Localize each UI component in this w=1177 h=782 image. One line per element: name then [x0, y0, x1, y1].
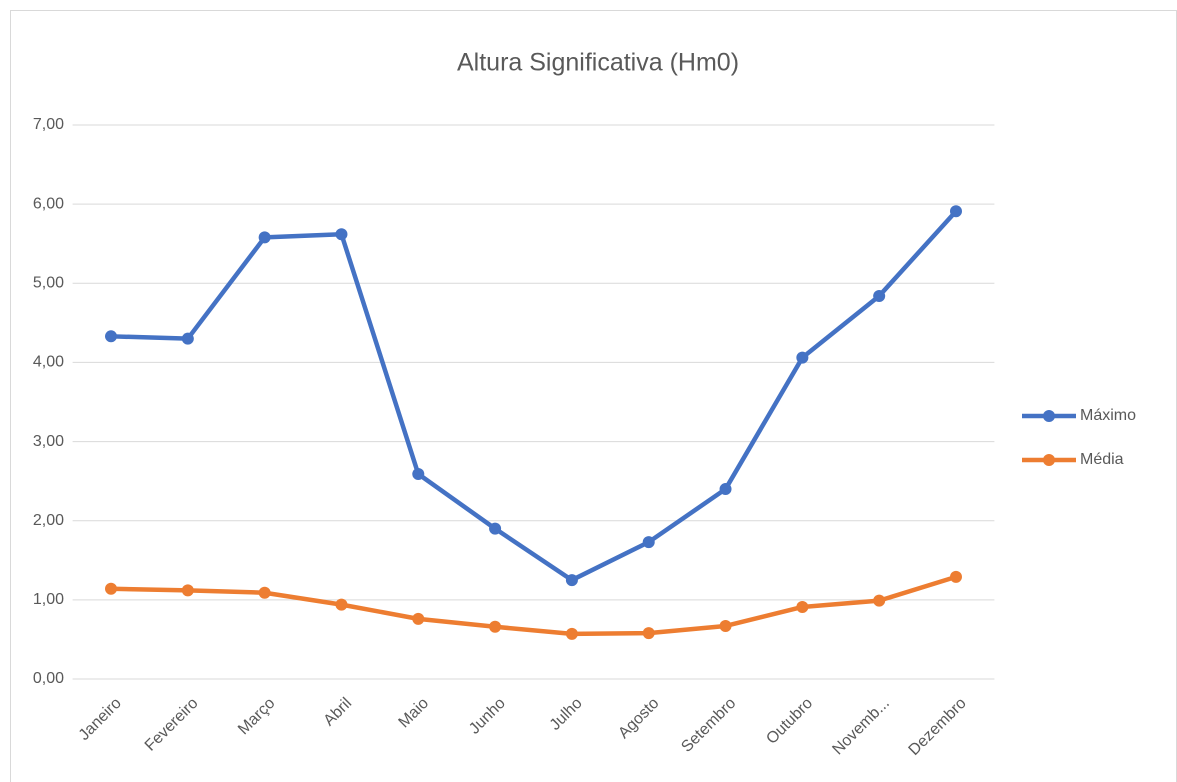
marker: [719, 619, 732, 632]
legend-label: Média: [1080, 451, 1124, 468]
marker: [642, 536, 655, 549]
y-tick-label: 4,00: [33, 354, 64, 371]
marker: [949, 570, 962, 583]
marker: [412, 468, 425, 481]
legend-label: Máximo: [1080, 407, 1136, 424]
marker: [489, 522, 502, 535]
marker: [412, 612, 425, 625]
marker: [642, 627, 655, 640]
marker: [796, 600, 809, 613]
marker: [105, 330, 118, 343]
marker: [258, 586, 271, 599]
marker: [489, 620, 502, 633]
series-line: [110, 574, 957, 637]
legend-marker: [1043, 410, 1055, 422]
marker: [796, 351, 809, 364]
marker: [258, 231, 271, 244]
marker: [181, 584, 194, 597]
legend-marker: [1043, 454, 1055, 466]
marker: [565, 574, 578, 587]
marker: [873, 594, 886, 607]
marker: [105, 582, 118, 595]
series-line: [110, 209, 958, 583]
marker: [565, 627, 578, 640]
marker: [719, 483, 732, 496]
y-tick-label: 5,00: [33, 275, 64, 292]
marker: [873, 289, 886, 302]
y-tick-label: 3,00: [33, 433, 64, 450]
marker: [335, 598, 348, 611]
y-tick-label: 1,00: [33, 591, 64, 608]
marker: [949, 205, 962, 218]
chart-title: Altura Significativa (Hm0): [457, 49, 739, 77]
y-tick-label: 6,00: [33, 195, 64, 212]
y-tick-label: 7,00: [33, 116, 64, 133]
marker: [335, 228, 348, 241]
y-tick-label: 0,00: [33, 670, 64, 687]
marker: [181, 332, 194, 345]
y-tick-label: 2,00: [33, 512, 64, 529]
chart-border: [10, 10, 1177, 782]
